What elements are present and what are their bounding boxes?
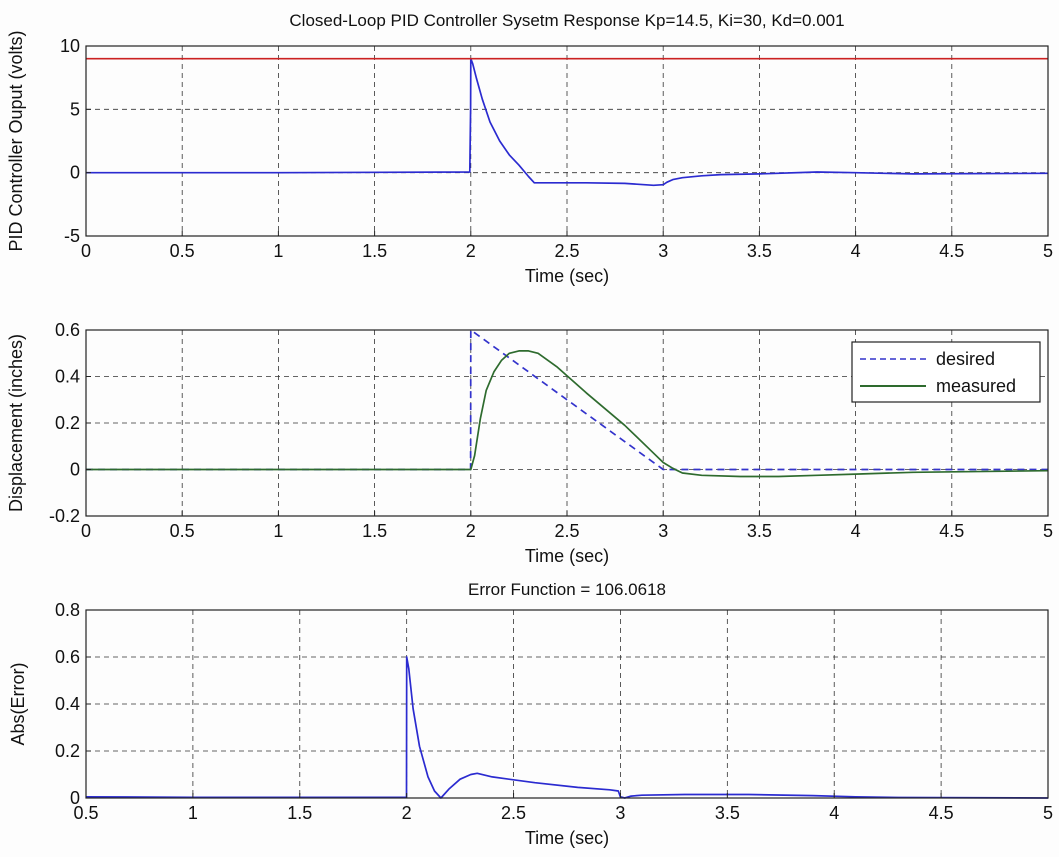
x-tick-label: 3.5 (715, 803, 740, 823)
displacement-panel: 0 0.5 1 1.5 2 2.5 3 3.5 4 4.5 5-0.200.20.40.6 Time… (6, 320, 1053, 566)
x-tick-label: 1 (273, 521, 283, 541)
legend-box (851, 341, 1041, 403)
legend-label-desired: desired (936, 349, 995, 369)
x-tick-label: 0 (81, 521, 91, 541)
x-tick-label: 0 (81, 241, 91, 261)
y-tick-label: 5 (70, 99, 80, 119)
series (86, 57, 1049, 187)
y-tick-label: 0.2 (55, 413, 80, 433)
legend: desired measured (851, 341, 1041, 403)
y-axis-label: Displacement (inches) (6, 334, 26, 512)
x-axis-label: Time (sec) (525, 266, 609, 286)
x-tick-label: 4 (829, 803, 839, 823)
x-tick-label: 3.5 (747, 521, 772, 541)
x-tick-label: 4.5 (939, 241, 964, 261)
x-axis-label: Time (sec) (525, 828, 609, 848)
y-tick-label: 0 (70, 788, 80, 808)
x-tick-label: 0.5 (170, 521, 195, 541)
series (86, 329, 1049, 478)
y-axis-label: Abs(Error) (8, 662, 28, 745)
x-tick-label: 2 (466, 521, 476, 541)
y-tick-label: 0.4 (55, 694, 80, 714)
y-tick-label: -5 (64, 226, 80, 246)
y-tick-label: 0 (70, 163, 80, 183)
x-tick-label: 2.5 (501, 803, 526, 823)
x-tick-label: 1 (188, 803, 198, 823)
y-axis-label: PID Controller Ouput (volts) (6, 30, 26, 251)
x-tick-label: 4 (851, 241, 861, 261)
x-tick-label: 5 (1043, 521, 1053, 541)
x-tick-label: 2 (402, 803, 412, 823)
legend-label-measured: measured (936, 376, 1016, 396)
x-tick-label: 2.5 (554, 521, 579, 541)
tick-labels: 0 0.5 1 1.5 2 2.5 3 3.5 4 4.5 5-0.200.20.40.6 (49, 320, 1053, 541)
y-tick-label: 0.6 (55, 320, 80, 340)
series (85, 656, 1049, 799)
series-line-series-0 (86, 57, 1049, 187)
series-line-series-0 (85, 656, 1049, 799)
grid (86, 46, 1048, 236)
x-axis-label: Time (sec) (525, 546, 609, 566)
x-tick-label: 4.5 (929, 803, 954, 823)
panel-title: Error Function = 106.0618 (468, 580, 666, 599)
x-tick-label: 5 (1043, 241, 1053, 261)
x-tick-label: 4.5 (939, 521, 964, 541)
y-tick-label: 0.8 (55, 600, 80, 620)
grid (86, 610, 1048, 798)
x-tick-label: 1.5 (362, 521, 387, 541)
tick-labels: 0.5 1 1.5 2 2.5 3 3.5 4 4.5 5 0 0.2 0.4 0.6 0.8 (55, 600, 1053, 823)
error-panel: Error Function = 106.0618 0.5 1 1.5 2 2.5 3 3.… (8, 580, 1053, 848)
y-tick-label: 0.6 (55, 647, 80, 667)
series-line-desired (86, 329, 1048, 471)
x-tick-label: 3 (615, 803, 625, 823)
y-tick-label: 0.2 (55, 741, 80, 761)
x-tick-label: 2 (466, 241, 476, 261)
x-tick-label: 2.5 (554, 241, 579, 261)
x-tick-label: 1.5 (362, 241, 387, 261)
x-tick-label: 3 (658, 241, 668, 261)
output-panel: Closed-Loop PID Controller Sysetm Respon… (6, 11, 1053, 286)
x-tick-label: 5 (1043, 803, 1053, 823)
y-tick-label: 10 (60, 36, 80, 56)
y-tick-label: 0.4 (55, 367, 80, 387)
x-tick-label: 3 (658, 521, 668, 541)
y-tick-label: 0 (70, 460, 80, 480)
x-tick-label: 3.5 (747, 241, 772, 261)
x-tick-label: 1 (273, 241, 283, 261)
y-tick-label: -0.2 (49, 506, 80, 526)
x-tick-label: 1.5 (287, 803, 312, 823)
x-tick-label: 0.5 (73, 803, 98, 823)
x-tick-label: 0.5 (170, 241, 195, 261)
panel-title: Closed-Loop PID Controller Sysetm Respon… (289, 11, 844, 30)
series-line-measured (86, 350, 1049, 478)
x-tick-label: 4 (851, 521, 861, 541)
